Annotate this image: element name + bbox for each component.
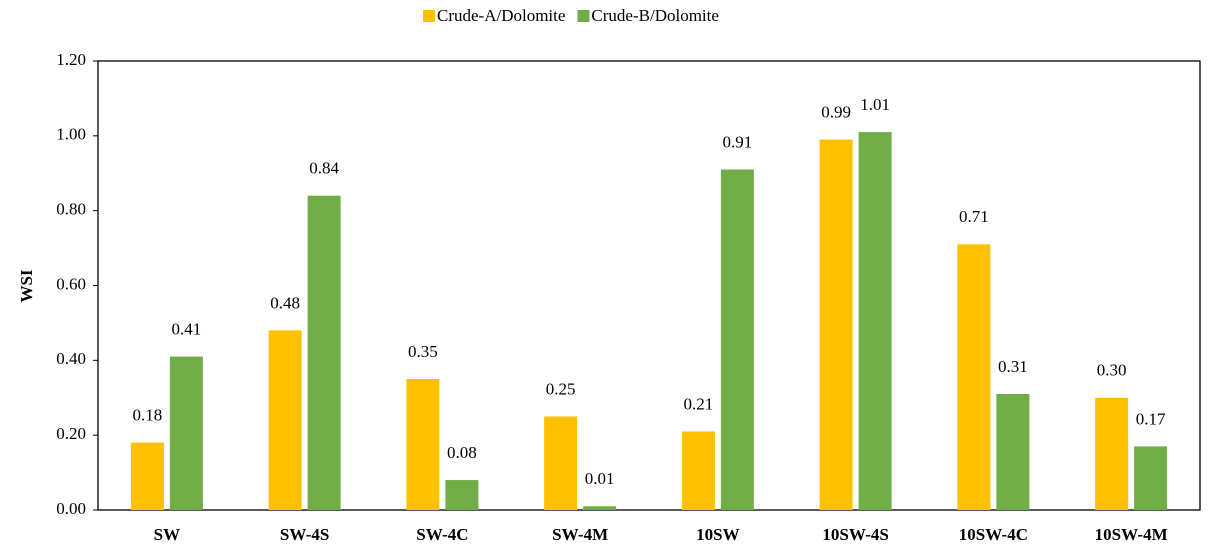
value-label: 0.41 (172, 319, 202, 338)
value-label: 0.48 (270, 293, 300, 312)
value-label: 0.21 (684, 394, 714, 413)
bar (544, 416, 578, 510)
bar (720, 169, 754, 510)
value-label: 0.99 (821, 102, 851, 121)
x-tick-label: 10SW-4C (959, 525, 1028, 544)
value-label: 1.01 (860, 95, 890, 114)
y-tick-label: 0.60 (56, 274, 86, 293)
bar (858, 132, 892, 510)
value-label: 0.91 (723, 132, 753, 151)
value-label: 0.18 (133, 406, 163, 425)
y-tick-label: 1.00 (56, 125, 86, 144)
legend-label: Crude-B/Dolomite (591, 6, 718, 25)
value-label: 0.25 (546, 379, 576, 398)
value-label: 0.08 (447, 443, 477, 462)
value-label: 0.17 (1136, 409, 1166, 428)
bar (681, 431, 715, 510)
value-label: 0.84 (309, 159, 339, 178)
value-label: 0.71 (959, 207, 989, 226)
y-tick-label: 1.20 (56, 50, 86, 69)
x-tick-label: SW (154, 525, 180, 544)
x-tick-label: SW-4S (280, 525, 329, 544)
x-tick-label: 10SW (696, 525, 739, 544)
bar (406, 379, 440, 510)
plot-frame (97, 60, 1201, 511)
x-tick-label: 10SW-4S (822, 525, 888, 544)
y-tick-label: 0.80 (56, 200, 86, 219)
bar (169, 356, 203, 510)
legend-swatch (577, 10, 590, 22)
bar (819, 139, 853, 510)
bar (307, 195, 341, 510)
value-label: 0.01 (585, 469, 615, 488)
bar (583, 506, 617, 510)
legend-label: Crude-A/Dolomite (437, 6, 565, 25)
x-tick-label: SW-4C (416, 525, 468, 544)
value-label: 0.35 (408, 342, 438, 361)
x-tick-label: SW-4M (552, 525, 608, 544)
bar (1095, 397, 1129, 510)
x-tick-label: 10SW-4M (1095, 525, 1168, 544)
bar (445, 480, 479, 510)
bar (268, 330, 302, 510)
bar (1134, 446, 1168, 510)
bar (957, 244, 991, 510)
legend-swatch (423, 10, 435, 22)
y-axis-label: WSI (17, 269, 36, 302)
y-tick-label: 0.20 (56, 424, 86, 443)
value-label: 0.30 (1097, 361, 1127, 380)
bar (996, 394, 1030, 510)
y-tick-label: 0.40 (56, 349, 86, 368)
bar (130, 442, 164, 510)
value-label: 0.31 (998, 357, 1028, 376)
y-tick-label: 0.00 (56, 499, 86, 518)
